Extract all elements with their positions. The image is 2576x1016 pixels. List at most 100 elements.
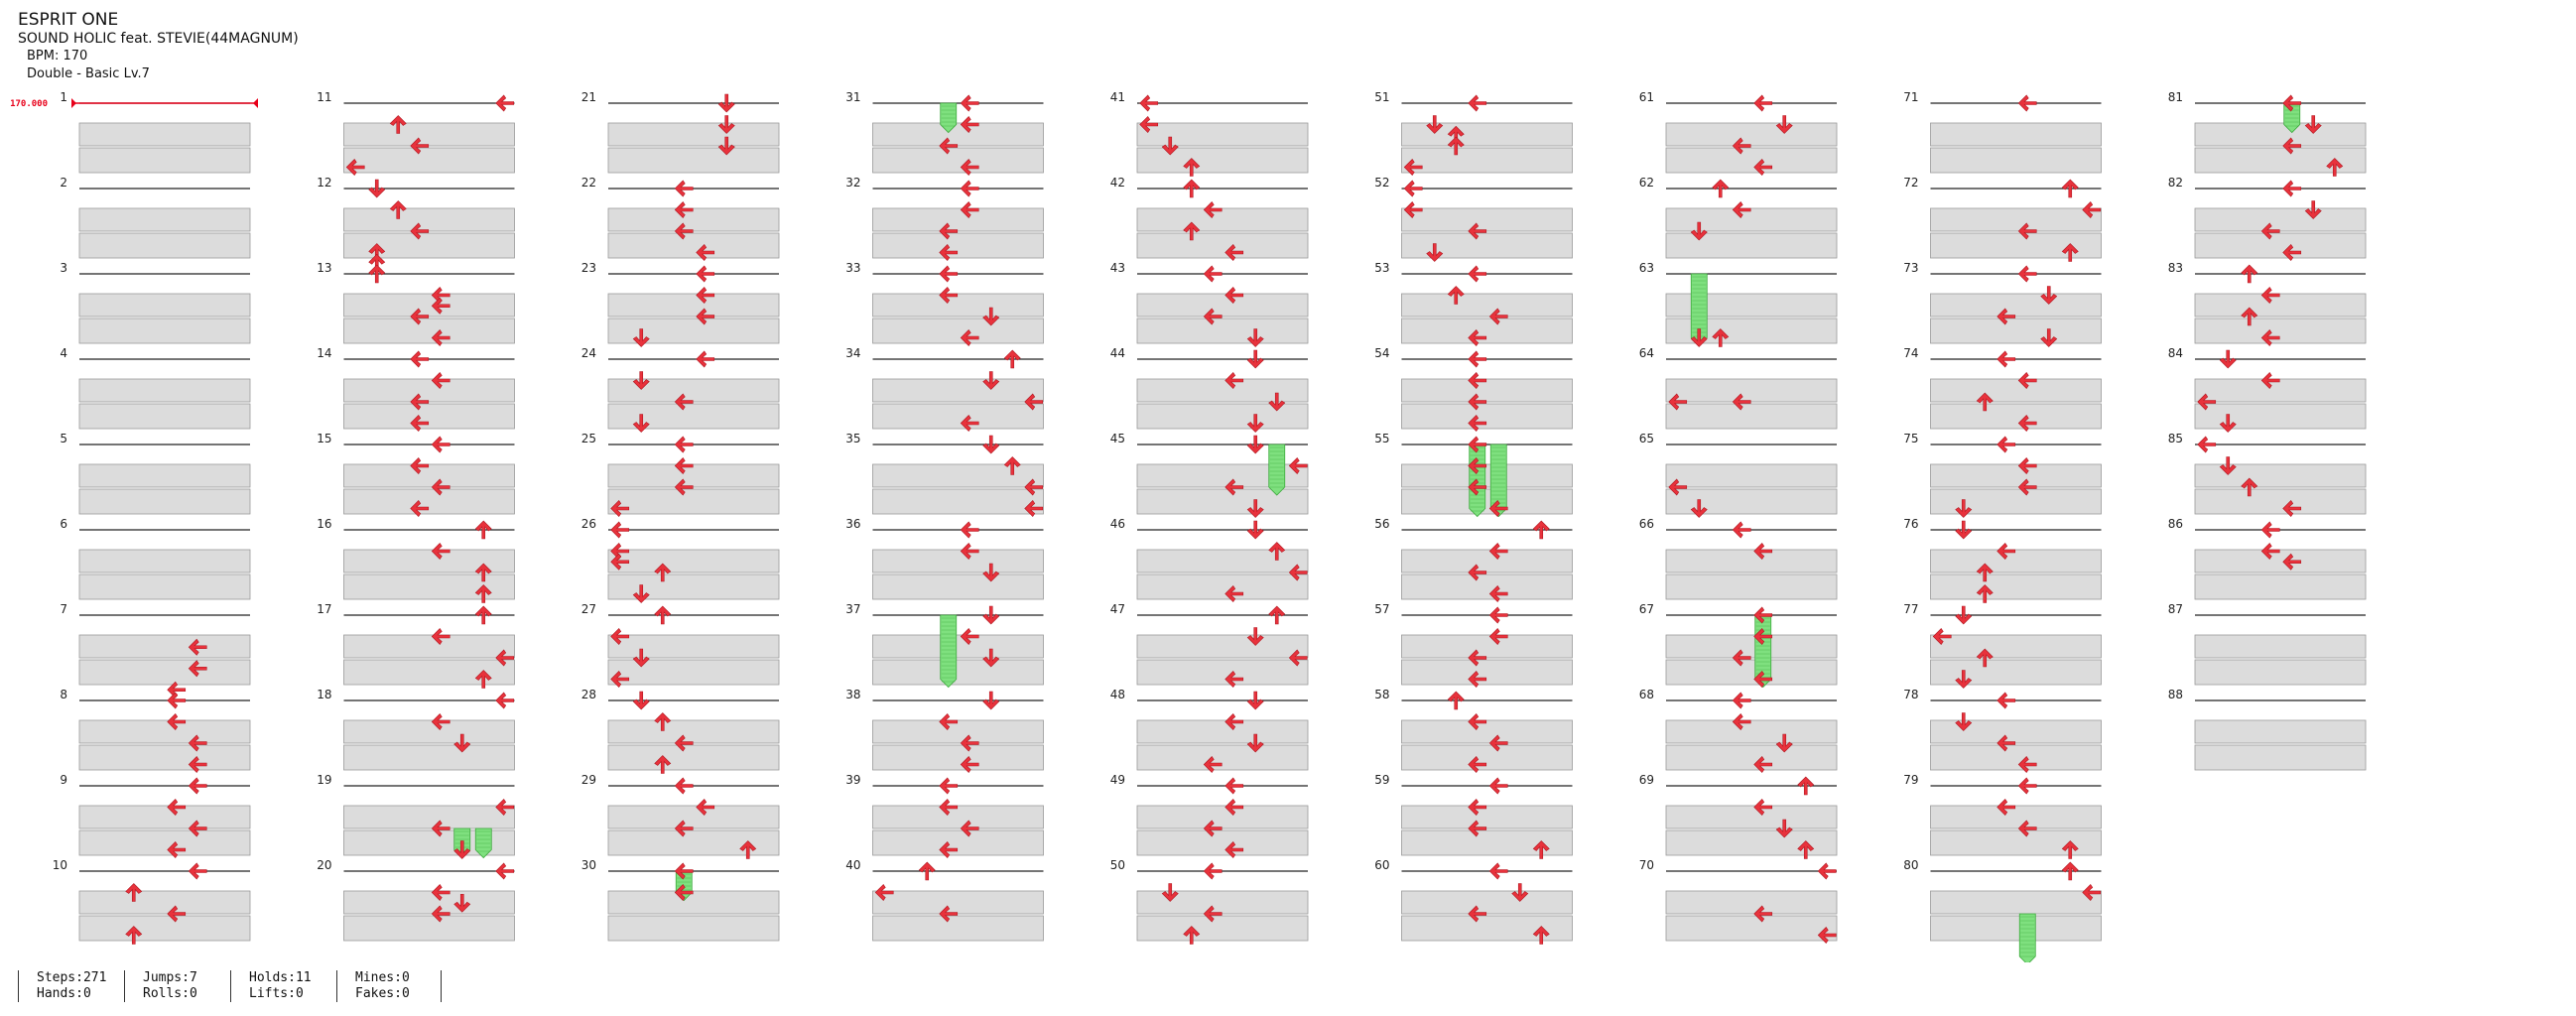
- beat-band: [78, 549, 251, 573]
- arrow-note-icon: [410, 222, 430, 240]
- arrow-note-icon: [1246, 499, 1264, 518]
- beat-band: [1665, 659, 1838, 686]
- arrow-note-icon: [982, 307, 1000, 326]
- arrow-note-icon: [874, 884, 894, 901]
- arrow-note-icon: [1203, 308, 1223, 325]
- arrow-note-icon: [125, 883, 143, 902]
- arrow-note-icon: [2241, 477, 2258, 497]
- beat-band: [1136, 890, 1309, 915]
- beat-band: [872, 634, 1044, 659]
- stat-value: Rolls:0: [143, 986, 197, 1001]
- beat-band: [872, 293, 1044, 318]
- stat-value: Hands:0: [37, 986, 91, 1001]
- arrow-note-icon: [2282, 500, 2302, 517]
- arrow-note-icon: [1203, 820, 1223, 837]
- arrow-note-icon: [2040, 328, 2058, 347]
- arrow-note-icon: [453, 893, 471, 913]
- beat-band: [343, 207, 515, 232]
- measure-number: 12: [317, 176, 331, 190]
- arrow-note-icon: [982, 563, 1000, 582]
- beat-band: [1136, 719, 1309, 744]
- measure-number: 31: [845, 90, 860, 104]
- arrow-note-icon: [1468, 222, 1487, 240]
- arrow-note-icon: [1955, 499, 1973, 518]
- arrow-note-icon: [2219, 349, 2237, 369]
- arrow-note-icon: [1183, 158, 1201, 177]
- measure-number: 52: [1374, 176, 1389, 190]
- arrow-note-icon: [167, 841, 187, 858]
- measure-number: 17: [317, 602, 331, 616]
- arrow-note-icon: [1024, 478, 1044, 496]
- arrow-note-icon: [1268, 392, 1286, 412]
- arrow-note-icon: [431, 884, 451, 901]
- beat-band: [78, 805, 251, 829]
- beat-band: [607, 207, 780, 232]
- beat-band: [343, 890, 515, 915]
- arrow-note-icon: [1976, 648, 1994, 668]
- beat-band: [78, 659, 251, 686]
- beat-band: [1665, 890, 1838, 915]
- arrow-note-icon: [1246, 435, 1264, 454]
- arrow-note-icon: [495, 649, 515, 667]
- arrow-note-icon: [368, 264, 386, 284]
- arrow-note-icon: [1488, 500, 1508, 517]
- measure-number: 43: [1110, 261, 1125, 275]
- arrow-note-icon: [2061, 861, 2079, 881]
- measure-number: 41: [1110, 90, 1125, 104]
- arrow-note-icon: [674, 180, 694, 197]
- arrow-note-icon: [1753, 756, 1773, 773]
- beat-band: [872, 403, 1044, 430]
- arrow-note-icon: [2082, 201, 2102, 218]
- beat-band: [1930, 403, 2102, 430]
- arrow-note-icon: [2197, 393, 2217, 411]
- beat-band: [1665, 463, 1838, 488]
- arrow-note-icon: [188, 820, 207, 837]
- arrow-note-icon: [960, 415, 979, 432]
- arrow-note-icon: [368, 179, 386, 198]
- measure-number: 14: [317, 346, 331, 360]
- measure-number: 71: [1903, 90, 1918, 104]
- measure-number: 65: [1639, 432, 1654, 445]
- beat-band: [2194, 463, 2367, 488]
- arrow-note-icon: [982, 605, 1000, 625]
- beat-band: [1930, 890, 2102, 915]
- arrow-note-icon: [1024, 500, 1044, 517]
- chart-difficulty: Double - Basic Lv.7: [27, 66, 150, 81]
- beat-band: [78, 890, 251, 915]
- beat-band: [1930, 232, 2102, 259]
- arrow-note-icon: [1246, 414, 1264, 433]
- beat-band: [2194, 573, 2367, 600]
- arrow-note-icon: [960, 116, 979, 133]
- beat-band: [343, 634, 515, 659]
- beat-band: [1665, 744, 1838, 771]
- arrow-note-icon: [1797, 776, 1815, 796]
- arrow-note-icon: [188, 777, 207, 795]
- beat-band: [1665, 634, 1838, 659]
- beat-band: [1401, 915, 1573, 942]
- measure-number: 78: [1903, 688, 1918, 701]
- measure-number: 47: [1110, 602, 1125, 616]
- beat-band: [1401, 549, 1573, 573]
- arrow-note-icon: [410, 350, 430, 368]
- beat-band: [1930, 744, 2102, 771]
- arrow-note-icon: [1976, 563, 1994, 582]
- measure-number: 76: [1903, 517, 1918, 531]
- beat-band: [1136, 488, 1309, 515]
- beat-band: [1665, 549, 1838, 573]
- arrow-note-icon: [1246, 349, 1264, 369]
- arrow-note-icon: [474, 670, 492, 689]
- measure-number: 5: [60, 432, 67, 445]
- arrow-note-icon: [1468, 649, 1487, 667]
- arrow-note-icon: [1468, 415, 1487, 432]
- arrow-note-icon: [1468, 756, 1487, 773]
- arrow-note-icon: [2017, 820, 2037, 837]
- arrow-note-icon: [1224, 478, 1244, 496]
- arrow-note-icon: [674, 734, 694, 752]
- arrow-note-icon: [1753, 606, 1773, 624]
- arrow-note-icon: [1488, 308, 1508, 325]
- arrow-note-icon: [1468, 372, 1487, 389]
- beat-band: [343, 744, 515, 771]
- stat-value: Steps:271: [37, 970, 107, 985]
- arrow-note-icon: [1024, 393, 1044, 411]
- beat-band: [607, 147, 780, 174]
